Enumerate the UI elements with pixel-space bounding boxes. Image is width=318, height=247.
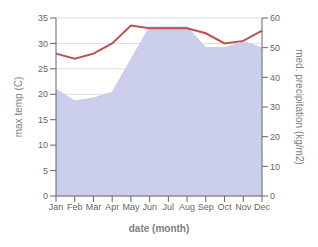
svg-text:0: 0 [43, 191, 48, 201]
svg-text:0: 0 [270, 191, 275, 201]
svg-text:30: 30 [270, 102, 280, 112]
svg-text:Apr: Apr [105, 202, 119, 212]
svg-text:60: 60 [270, 13, 280, 23]
svg-text:Sep: Sep [198, 202, 214, 212]
svg-text:Dec: Dec [254, 202, 271, 212]
svg-text:20: 20 [270, 132, 280, 142]
svg-text:25: 25 [38, 64, 48, 74]
svg-text:20: 20 [38, 89, 48, 99]
svg-text:15: 15 [38, 115, 48, 125]
svg-text:Nov: Nov [235, 202, 252, 212]
svg-text:10: 10 [270, 162, 280, 172]
svg-text:40: 40 [270, 73, 280, 83]
svg-text:Aug: Aug [179, 202, 195, 212]
svg-text:max temp (C): max temp (C) [13, 77, 24, 138]
svg-text:Mar: Mar [86, 202, 102, 212]
svg-text:50: 50 [270, 43, 280, 53]
svg-text:10: 10 [38, 140, 48, 150]
svg-text:Feb: Feb [67, 202, 83, 212]
svg-text:Jul: Jul [163, 202, 175, 212]
svg-text:Jan: Jan [49, 202, 64, 212]
svg-text:Oct: Oct [218, 202, 233, 212]
svg-text:35: 35 [38, 13, 48, 23]
svg-text:30: 30 [38, 39, 48, 49]
svg-text:5: 5 [43, 166, 48, 176]
svg-text:med. precipitation (kg/m2): med. precipitation (kg/m2) [294, 49, 305, 165]
svg-text:May: May [122, 202, 140, 212]
svg-text:date (month): date (month) [129, 223, 190, 234]
svg-text:Jun: Jun [142, 202, 157, 212]
